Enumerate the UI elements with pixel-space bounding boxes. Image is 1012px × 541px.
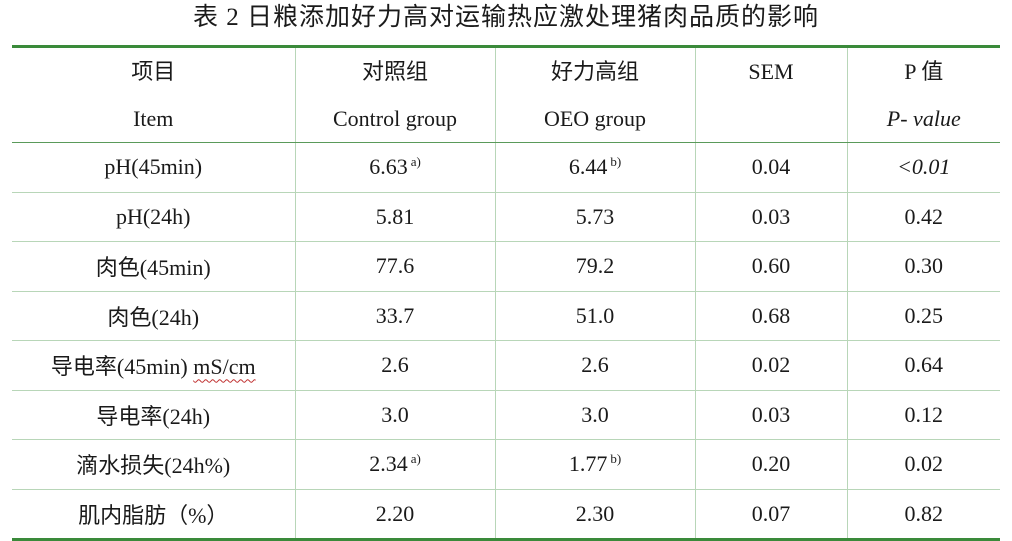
top-rule: [12, 45, 1000, 48]
item-unit: mS/cm: [193, 354, 256, 380]
header-item-en: Item: [12, 95, 295, 143]
cell-oeo: 2.6: [494, 340, 695, 391]
header-row-english: Item Control group OEO group P- value: [12, 95, 1000, 143]
cell-control: 2.6: [294, 340, 495, 391]
table-row: 导电率(24h) 3.0 3.0 0.03 0.12: [12, 390, 1000, 440]
cell-oeo: 1.77 b): [494, 439, 695, 490]
cell-item: pH(24h): [12, 192, 295, 242]
header-control-cn: 对照组: [294, 48, 495, 95]
cell-sem: 0.02: [694, 340, 847, 391]
header-sem-en: [694, 95, 847, 143]
quality-table: 项目 对照组 好力高组 SEM P 值 Item Control group O…: [12, 45, 1000, 541]
superscript: b): [610, 154, 622, 170]
cell-p: 0.25: [846, 291, 1000, 341]
cell-sem: 0.20: [694, 439, 847, 490]
cell-oeo: 6.44 b): [494, 142, 695, 193]
header-oeo-cn: 好力高组: [494, 48, 695, 95]
item-label: 导电率(45min): [50, 354, 188, 380]
value: 1.77: [568, 451, 608, 477]
superscript: b): [610, 451, 622, 467]
table-row: pH(45min) 6.63 a) 6.44 b) 0.04 <0.01: [12, 142, 1000, 193]
cell-control: 2.34 a): [294, 439, 495, 490]
cell-sem: 0.60: [694, 241, 847, 292]
cell-item: 肌内脂肪（%）: [78, 502, 229, 528]
cell-control: 33.7: [294, 291, 495, 341]
header-item-cn: 项目: [131, 59, 176, 84]
cell-p: 0.82: [846, 489, 1000, 538]
table-row: 肌内脂肪（%） 2.20 2.30 0.07 0.82: [12, 489, 1000, 538]
table-row: pH(24h) 5.81 5.73 0.03 0.42: [12, 192, 1000, 242]
cell-p: 0.30: [846, 241, 1000, 292]
table-row: 导电率(45min) mS/cm 2.6 2.6 0.02 0.64: [12, 340, 1000, 391]
value: 6.44: [568, 154, 608, 180]
cell-p: 0.42: [846, 192, 1000, 242]
cell-oeo: 51.0: [494, 291, 695, 341]
cell-p: <0.01: [846, 142, 1000, 193]
cell-oeo: 79.2: [494, 241, 695, 292]
cell-control: 3.0: [294, 390, 495, 440]
superscript: a): [410, 451, 421, 467]
value: 6.63: [369, 154, 408, 180]
cell-item: pH(45min): [12, 142, 295, 193]
table-row: 肉色(24h) 33.7 51.0 0.68 0.25: [12, 291, 1000, 341]
header-row-chinese: 项目 对照组 好力高组 SEM P 值: [12, 48, 1000, 95]
cell-sem: 0.07: [694, 489, 847, 538]
cell-item: 肉色(45min): [12, 241, 295, 292]
cell-control: 6.63 a): [294, 142, 495, 193]
header-oeo-en: OEO group: [494, 95, 695, 143]
cell-p: 0.02: [846, 439, 1000, 490]
table-caption: 表 2 日粮添加好力高对运输热应激处理猪肉品质的影响: [192, 4, 819, 31]
value: 2.34: [369, 451, 408, 477]
cell-sem: 0.03: [694, 192, 847, 242]
cell-p: 0.12: [846, 390, 1000, 440]
cell-item: 导电率(24h): [12, 390, 295, 440]
cell-sem: 0.04: [694, 142, 847, 193]
cell-sem: 0.03: [694, 390, 847, 440]
cell-oeo: 3.0: [494, 390, 695, 440]
cell-p: 0.64: [846, 340, 1000, 391]
table-row: 肉色(45min) 77.6 79.2 0.60 0.30: [12, 241, 1000, 292]
cell-control: 5.81: [294, 192, 495, 242]
cell-oeo: 5.73: [494, 192, 695, 242]
cell-control: 2.20: [294, 489, 495, 538]
cell-control: 77.6: [294, 241, 495, 292]
cell-item: 导电率(45min) mS/cm: [12, 340, 295, 391]
header-control-en: Control group: [294, 95, 495, 143]
cell-item: 滴水损失(24h%): [12, 439, 295, 490]
header-sem: SEM: [694, 48, 847, 95]
cell-sem: 0.68: [694, 291, 847, 341]
cell-oeo: 2.30: [494, 489, 695, 538]
table-row: 滴水损失(24h%) 2.34 a) 1.77 b) 0.20 0.02: [12, 439, 1000, 490]
header-p-en: P- value: [846, 95, 1000, 143]
header-p-cn: P 值: [846, 48, 1000, 95]
cell-item: 肉色(24h): [12, 291, 295, 341]
data-table: 项目 对照组 好力高组 SEM P 值 Item Control group O…: [12, 48, 1000, 538]
superscript: a): [410, 154, 421, 170]
